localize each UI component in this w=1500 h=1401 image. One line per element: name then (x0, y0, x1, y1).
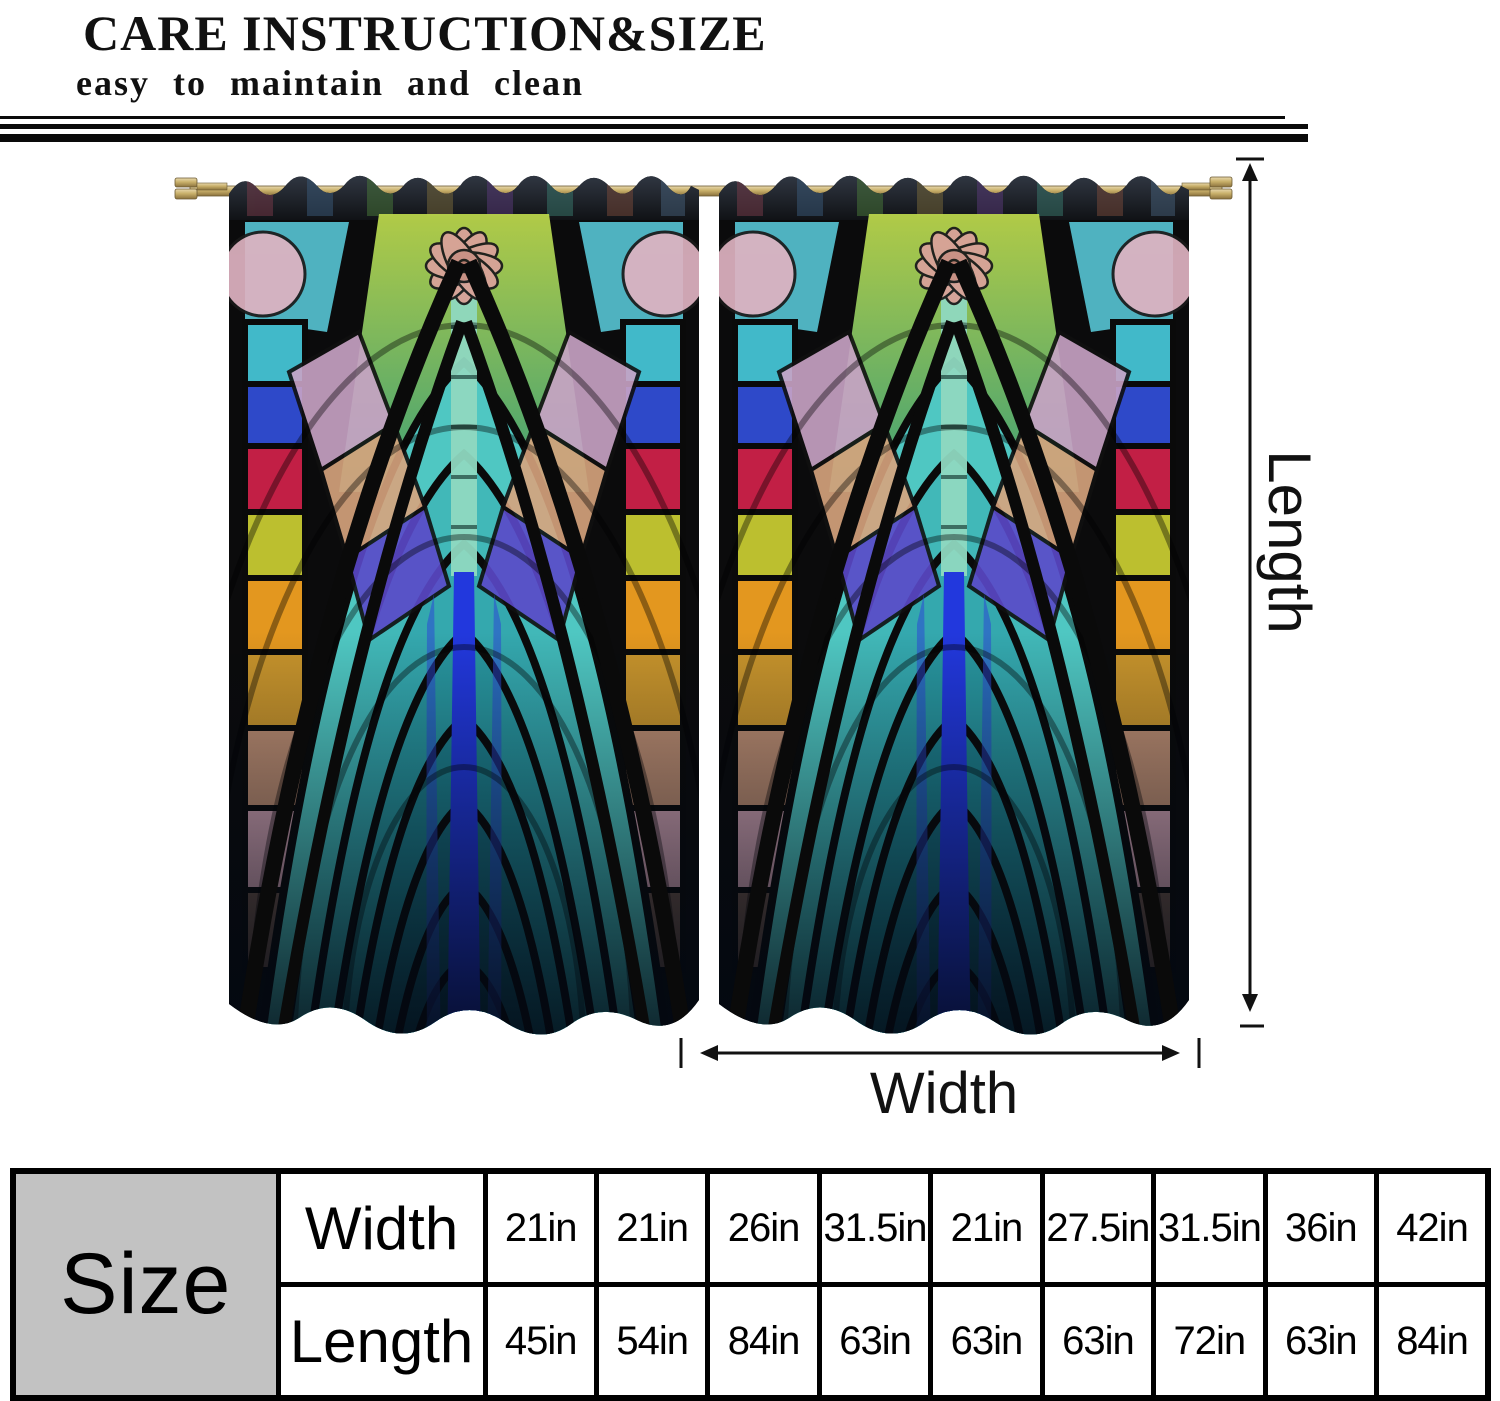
width-value: 21in (482, 1168, 599, 1287)
length-value: 63in (1262, 1282, 1380, 1401)
length-value: 63in (1039, 1282, 1157, 1401)
divider-line-medium (0, 124, 1308, 129)
width-value: 21in (928, 1168, 1045, 1287)
table-row-width: Size Width 21in 21in 26in 31.5in 21in 27… (10, 1168, 1491, 1401)
width-value: 31.5in (816, 1168, 934, 1287)
row-header-width: Width (275, 1168, 488, 1287)
rod-finial-left (174, 177, 228, 200)
rod-finial-right (1181, 176, 1233, 200)
length-value: 63in (928, 1282, 1045, 1401)
divider-line-thick (0, 134, 1308, 142)
length-value: 63in (816, 1282, 934, 1401)
curtain-scene (170, 155, 1240, 1055)
page-subtitle: easy to maintain and clean (76, 63, 585, 103)
width-value: 27.5in (1039, 1168, 1157, 1287)
row-header-length: Length (275, 1282, 488, 1401)
curtain-rod (174, 176, 1233, 200)
length-arrowhead-down (1242, 994, 1258, 1012)
width-value: 31.5in (1151, 1168, 1268, 1287)
width-value: 42in (1374, 1168, 1491, 1287)
curtain-panel-right (649, 162, 1240, 1055)
length-arrowhead-up (1242, 163, 1258, 181)
length-value: 45in (482, 1282, 599, 1401)
divider-line-thin (0, 116, 1285, 119)
size-table: Size Width 21in 21in 26in 31.5in 21in 27… (10, 1168, 1491, 1401)
length-value: 72in (1151, 1282, 1268, 1401)
page-title: CARE INSTRUCTION&SIZE (83, 5, 767, 61)
length-value: 84in (1374, 1282, 1491, 1401)
width-value: 36in (1262, 1168, 1380, 1287)
width-value: 21in (593, 1168, 711, 1287)
width-value: 26in (705, 1168, 822, 1287)
length-dimension-label: Length (1256, 450, 1324, 634)
table-row-length: Length 45in 54in 84in 63in 63in 63in 72i… (13, 1282, 1491, 1401)
curtain-panel-left (170, 162, 769, 1055)
length-value: 84in (705, 1282, 822, 1401)
length-value: 54in (593, 1282, 711, 1401)
size-corner-cell: Size (10, 1168, 281, 1401)
width-dimension-label: Width (869, 1061, 1019, 1126)
